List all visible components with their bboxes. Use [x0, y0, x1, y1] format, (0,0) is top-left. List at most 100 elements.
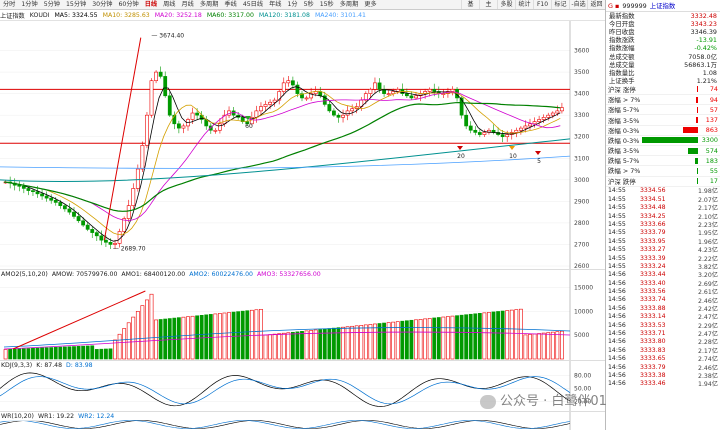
volume-bar[interactable] — [436, 317, 441, 360]
volume-bar[interactable] — [281, 332, 286, 360]
volume-bar[interactable] — [304, 330, 309, 360]
volume-bar[interactable] — [414, 319, 418, 360]
volume-bar[interactable] — [473, 313, 478, 360]
volume-bar[interactable] — [35, 347, 40, 360]
candle[interactable] — [528, 123, 532, 127]
volume-bar[interactable] — [204, 314, 209, 360]
candle[interactable] — [31, 190, 35, 192]
volume-bar[interactable] — [236, 311, 241, 360]
candle[interactable] — [272, 99, 277, 103]
volume-bar[interactable] — [62, 346, 67, 360]
volume-bar[interactable] — [541, 332, 546, 360]
volume-bar[interactable] — [94, 349, 99, 360]
volume-bar[interactable] — [149, 293, 154, 360]
toolbar-button-3[interactable]: 统计 — [515, 0, 533, 9]
amo-panel[interactable]: AMO2(5,10,20) AMOW: 70579976.00 AMO1: 68… — [0, 270, 605, 361]
kline-chart[interactable]: 3600 3500 3400 3300 3200 3100 3000 2900 2800 2700… — [0, 21, 605, 270]
volume-bar[interactable] — [58, 346, 63, 360]
period-tab-2[interactable]: 5分钟 — [43, 0, 60, 8]
candle[interactable] — [281, 82, 286, 92]
candle[interactable] — [190, 112, 195, 120]
candle[interactable] — [181, 125, 186, 129]
candle[interactable] — [477, 132, 482, 135]
kdj-chart[interactable]: 80.00 50.00 20.00 — [0, 361, 605, 412]
period-tab-4[interactable]: 30分钟 — [92, 0, 113, 8]
volume-bar[interactable] — [158, 319, 163, 360]
volume-bar[interactable] — [350, 325, 355, 360]
candle[interactable] — [386, 93, 391, 95]
volume-bar[interactable] — [176, 317, 181, 360]
candle[interactable] — [332, 110, 336, 116]
candle[interactable] — [176, 123, 181, 129]
volume-bar[interactable] — [518, 308, 523, 360]
volume-bar[interactable] — [254, 309, 259, 360]
candle[interactable] — [391, 91, 396, 94]
candle[interactable] — [62, 205, 67, 210]
candle[interactable] — [154, 71, 158, 82]
period-tab-11[interactable]: 45日线 — [242, 0, 264, 8]
candle[interactable] — [395, 89, 400, 92]
volume-bar[interactable] — [450, 315, 455, 360]
volume-bar[interactable] — [382, 322, 386, 360]
volume-bar[interactable] — [482, 312, 487, 360]
candle[interactable] — [309, 93, 314, 99]
candle[interactable] — [259, 106, 263, 112]
volume-bar[interactable] — [290, 331, 295, 360]
candle[interactable] — [26, 188, 31, 191]
volume-bar[interactable] — [432, 317, 437, 360]
candle[interactable] — [377, 82, 382, 90]
volume-bar[interactable] — [550, 331, 555, 360]
candle[interactable] — [546, 114, 551, 118]
volume-bar[interactable] — [126, 322, 131, 360]
volume-bar[interactable] — [560, 330, 564, 360]
candle[interactable] — [108, 242, 113, 245]
volume-bar[interactable] — [131, 316, 136, 360]
candle[interactable] — [17, 184, 22, 187]
period-tab-3[interactable]: 15分钟 — [66, 0, 87, 8]
volume-bar[interactable] — [49, 347, 54, 360]
volume-bar[interactable] — [537, 333, 542, 360]
volume-bar[interactable] — [181, 316, 186, 360]
candle[interactable] — [218, 123, 222, 131]
period-tab-1[interactable]: 1分钟 — [21, 0, 38, 8]
candle[interactable] — [532, 121, 537, 125]
volume-bar[interactable] — [400, 320, 405, 360]
toolbar-button-5[interactable]: 标记 — [551, 0, 569, 9]
volume-bar[interactable] — [268, 334, 272, 360]
candle[interactable] — [126, 205, 131, 219]
volume-bar[interactable] — [391, 321, 396, 360]
candle[interactable] — [537, 119, 542, 122]
toolbar-button-4[interactable]: F10 — [533, 0, 551, 9]
volume-bar[interactable] — [418, 319, 423, 360]
volume-bar[interactable] — [514, 309, 519, 360]
volume-bar[interactable] — [40, 347, 44, 360]
wr-chart[interactable] — [0, 412, 605, 430]
candle[interactable] — [414, 95, 418, 99]
candle[interactable] — [295, 84, 300, 94]
candle[interactable] — [500, 134, 505, 138]
toolbar-button-2[interactable]: 多股 — [497, 0, 515, 9]
candle[interactable] — [172, 114, 177, 125]
candle[interactable] — [514, 129, 519, 133]
volume-bar[interactable] — [404, 320, 409, 360]
candle[interactable] — [541, 117, 546, 120]
volume-bar[interactable] — [21, 348, 26, 360]
amo-chart[interactable]: 15000 10000 5000 — [0, 270, 605, 361]
candle[interactable] — [254, 110, 259, 118]
candle[interactable] — [94, 232, 99, 237]
volume-bar[interactable] — [199, 315, 204, 360]
volume-bar[interactable] — [249, 309, 254, 360]
volume-bar[interactable] — [8, 348, 13, 360]
volume-bar[interactable] — [468, 313, 473, 360]
volume-bar[interactable] — [208, 314, 213, 360]
tick-list[interactable]: 14:55 3334.56 1.98亿 14:55 3334.51 2.07亿 14:55 3… — [606, 187, 720, 388]
candle[interactable] — [550, 112, 555, 116]
volume-bar[interactable] — [322, 328, 327, 360]
volume-bar[interactable] — [167, 318, 172, 360]
candle[interactable] — [523, 125, 528, 129]
volume-bar[interactable] — [186, 316, 190, 360]
volume-bar[interactable] — [341, 326, 345, 360]
candle[interactable] — [468, 125, 473, 131]
period-tab-13[interactable]: 1分 — [287, 0, 298, 8]
toolbar-button-0[interactable]: 基 — [461, 0, 479, 9]
